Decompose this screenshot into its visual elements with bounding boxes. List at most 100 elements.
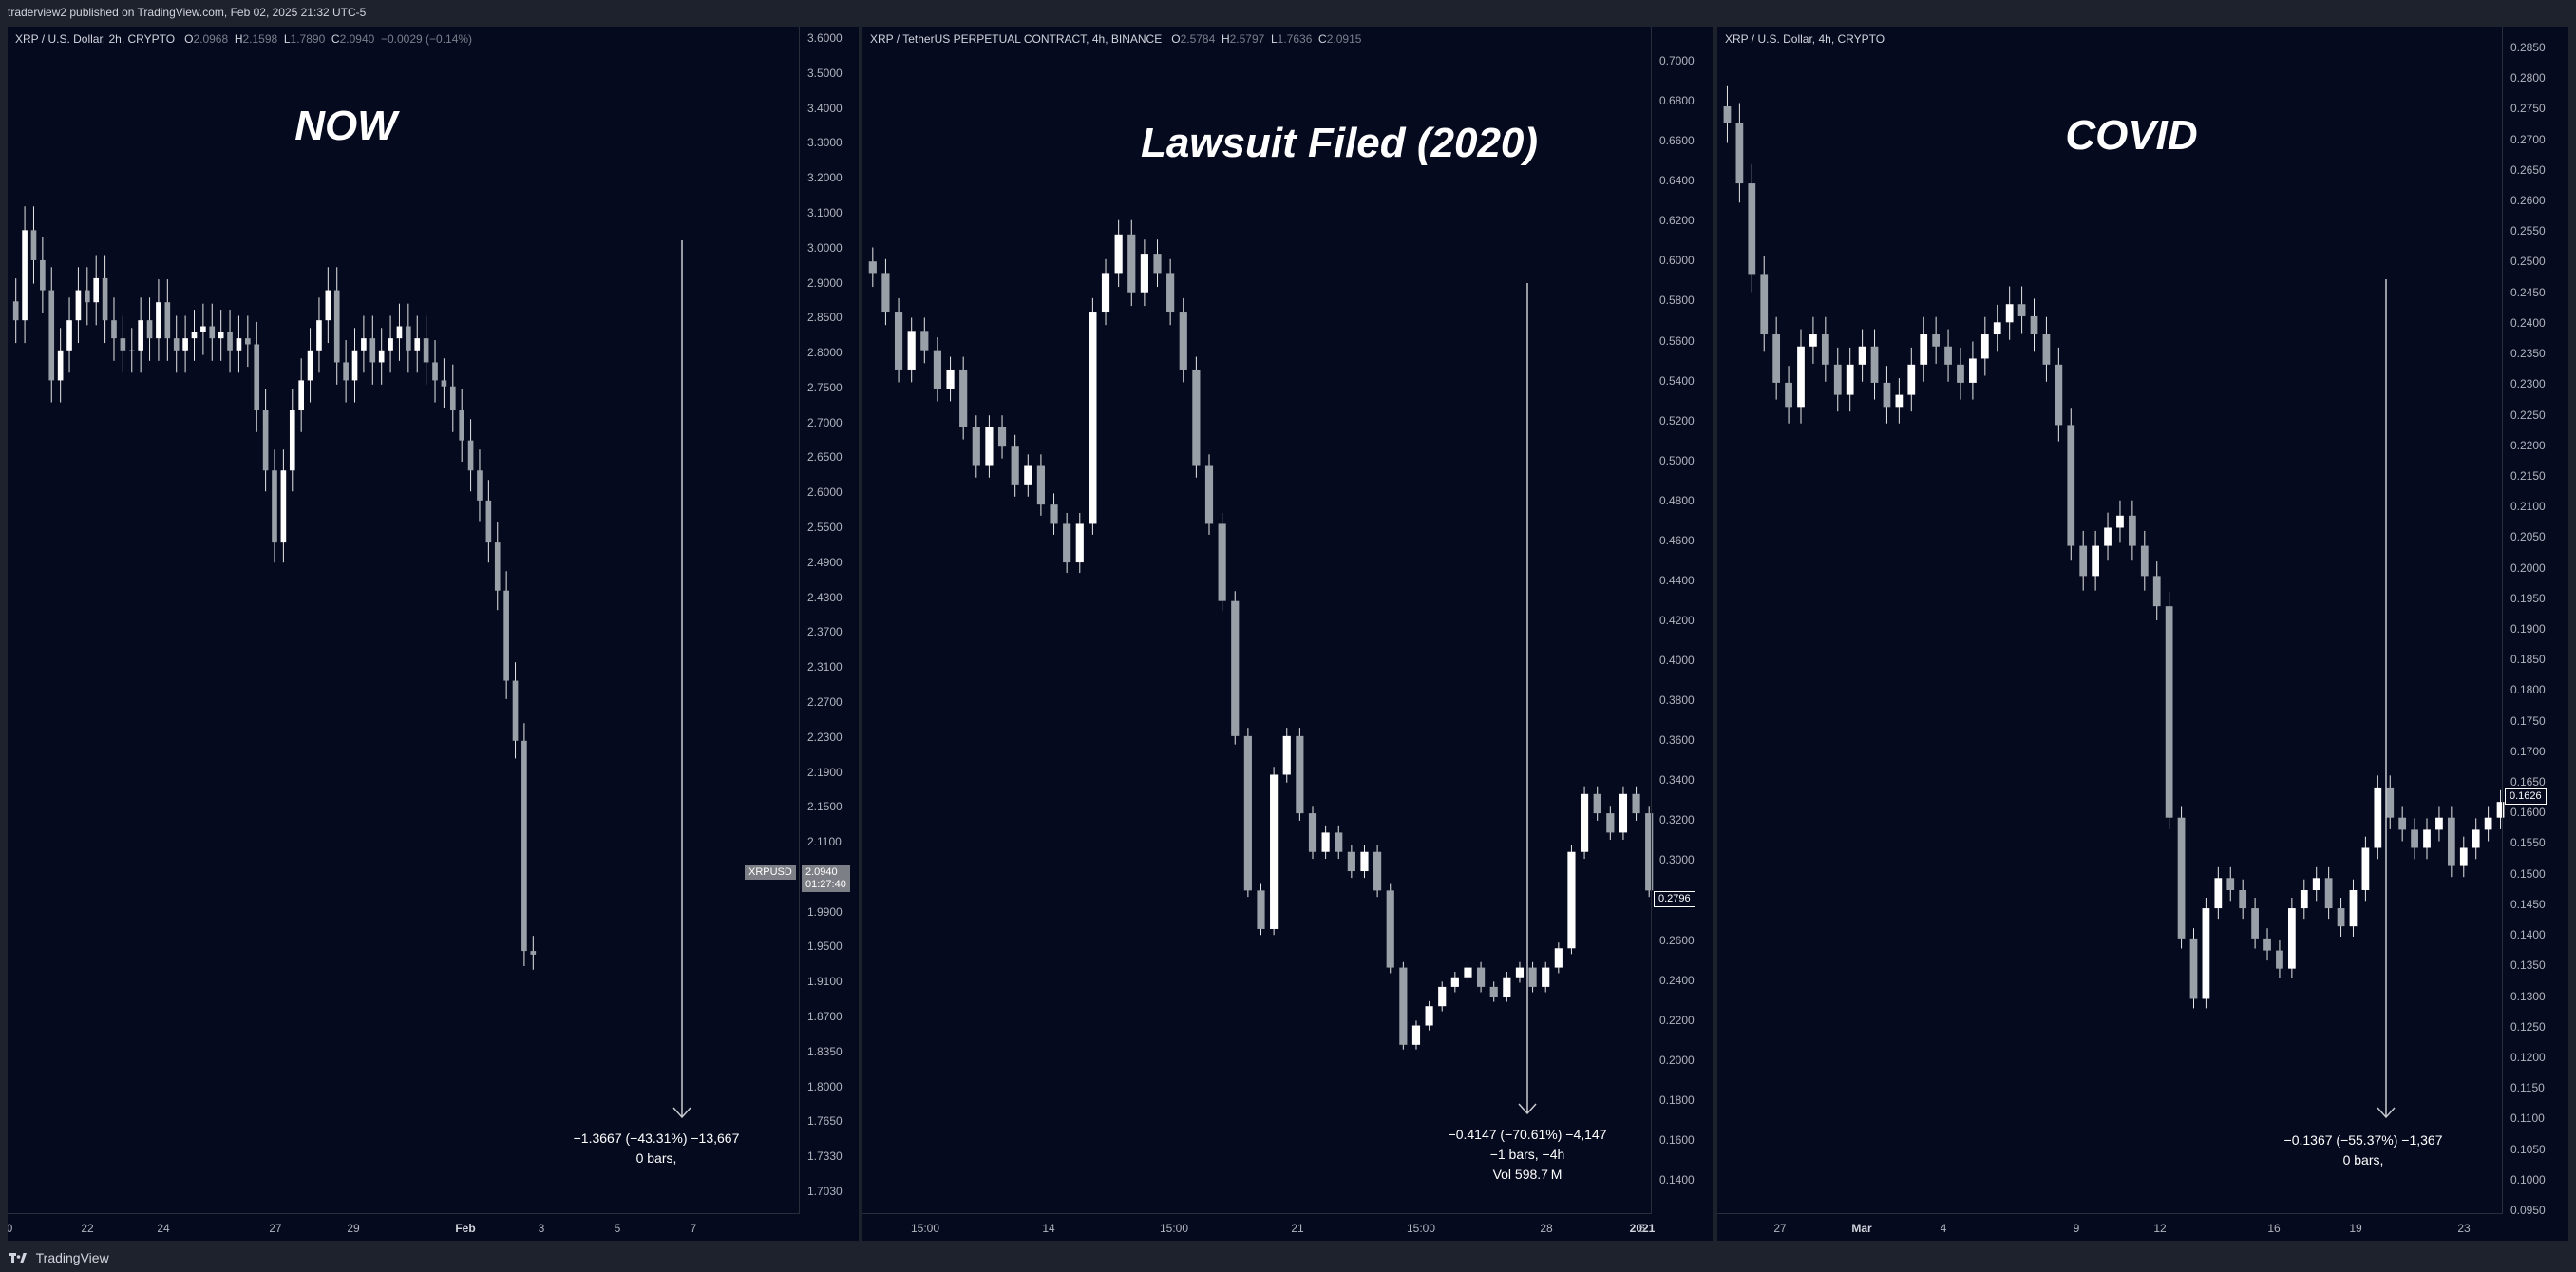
price-tick-label: 2.8500	[807, 311, 843, 325]
time-tick-label: 27	[269, 1222, 282, 1235]
candle-body	[1833, 364, 1842, 395]
candle-body	[1606, 813, 1615, 833]
candle-body	[1846, 364, 1854, 395]
candle-body	[530, 951, 537, 955]
price-tick-label: 2.2700	[807, 694, 843, 709]
candle-body	[316, 320, 322, 351]
price-tick-label: 0.2850	[2510, 41, 2546, 54]
chart-panel-now[interactable]: XRP / U.S. Dollar, 2h, CRYPTO O2.0968 H2…	[8, 27, 859, 1241]
candle-body	[1204, 465, 1214, 524]
candle-body	[2152, 576, 2161, 607]
candle-body	[1554, 948, 1563, 968]
candle-body	[209, 326, 216, 339]
price-tick-label: 0.1400	[2510, 928, 2546, 942]
footer-brand[interactable]: TradingView	[35, 1250, 109, 1265]
candle-body	[1619, 793, 1628, 833]
price-tick-label: 3.4000	[807, 101, 843, 115]
candle-body	[191, 332, 198, 339]
price-tick-label: 3.6000	[807, 31, 843, 45]
candle-body	[441, 380, 447, 387]
price-tick-label: 0.1950	[2510, 591, 2546, 605]
candle-body	[2017, 304, 2026, 316]
time-tick-label: 7	[690, 1222, 697, 1235]
chart-panel-covid[interactable]: XRP / U.S. Dollar, 4h, CRYPTO COVID 0.28…	[1717, 27, 2568, 1241]
candle-body	[1360, 851, 1369, 872]
candle-body	[1748, 183, 1756, 275]
candle-body	[1063, 523, 1071, 563]
time-axis[interactable]: 27 Mar 4 9 12 16 19 23	[1717, 1213, 2503, 1241]
candle-body	[1580, 793, 1589, 852]
last-price-tag: 2.0940 01:27:40	[802, 865, 850, 892]
candle-body	[2398, 817, 2407, 830]
symbol-legend[interactable]: XRP / TetherUS PERPETUAL CONTRACT, 4h, B…	[870, 32, 1361, 46]
candle-body	[1153, 254, 1162, 274]
time-tick-label: 15:00	[1406, 1222, 1436, 1235]
candle-body	[22, 230, 28, 321]
open-label: O	[184, 32, 194, 46]
price-tick-label: 2.8000	[807, 346, 843, 360]
candle-body	[2092, 545, 2099, 577]
price-tick-label: 0.3200	[1659, 813, 1695, 827]
candle-body	[2447, 817, 2455, 866]
price-tick-label: 0.2400	[2510, 315, 2546, 330]
candle-body	[1450, 977, 1459, 987]
chart-plot-area[interactable]	[1717, 27, 2568, 1241]
chart-plot-area[interactable]	[8, 27, 859, 1241]
candle-body	[1425, 1006, 1433, 1026]
price-tick-label: 0.3000	[1659, 853, 1695, 867]
measure-line-1: −1.3667 (−43.31%) −13,667	[573, 1130, 740, 1146]
candle-body	[432, 362, 438, 381]
symbol-legend[interactable]: XRP / U.S. Dollar, 4h, CRYPTO	[1725, 32, 1885, 46]
candle-body	[298, 380, 304, 411]
measure-line-1: −0.1367 (−55.37%) −1,367	[2283, 1132, 2443, 1148]
candle-body	[1895, 394, 1904, 408]
time-axis[interactable]: 0 22 24 27 29 Feb 3 5 7	[8, 1213, 800, 1241]
arrow-down-icon	[1518, 1103, 1537, 1115]
candle-body	[2079, 545, 2088, 577]
time-axis[interactable]: 15:00 14 15:00 21 15:00 28 2021 5	[862, 1213, 1655, 1241]
price-tick-label: 2.7000	[807, 415, 843, 429]
low-value: 1.7636	[1277, 32, 1313, 46]
candle-body	[503, 590, 509, 681]
time-tick-label: 15:00	[1159, 1222, 1189, 1235]
symbol-legend[interactable]: XRP / U.S. Dollar, 2h, CRYPTO O2.0968 H2…	[15, 32, 472, 46]
price-axis[interactable]: 0.2850 0.2800 0.2750 0.2700 0.2650 0.2600 0.25…	[2502, 27, 2568, 1217]
price-tick-label: 0.1000	[2510, 1172, 2546, 1187]
price-tick-label: 0.5800	[1659, 294, 1695, 308]
chart-plot-area[interactable]	[862, 27, 1713, 1241]
candle-body	[2251, 908, 2259, 939]
candle-body	[1957, 364, 1964, 383]
high-label: H	[234, 32, 243, 46]
candle-body	[12, 301, 19, 321]
candle-body	[1050, 504, 1058, 524]
price-tick-label: 0.2750	[2510, 102, 2546, 116]
price-axis[interactable]: 3.6000 3.5000 3.4000 3.3000 3.2000 3.1000 3.00…	[799, 27, 859, 1214]
price-tick-label: 2.6500	[807, 450, 843, 465]
candle-body	[477, 470, 483, 501]
price-tick-label: 0.2500	[2510, 255, 2546, 269]
price-tick-label: 0.1550	[2510, 836, 2546, 850]
last-price-tag: 0.2796	[1654, 891, 1695, 907]
candle-body	[351, 350, 358, 381]
chart-panel-lawsuit[interactable]: XRP / TetherUS PERPETUAL CONTRACT, 4h, B…	[862, 27, 1713, 1241]
candle-body	[48, 290, 55, 381]
candle-body	[2263, 938, 2271, 951]
candle-body	[2349, 890, 2358, 927]
candle-body	[2374, 787, 2382, 848]
candle-body	[1821, 334, 1829, 365]
time-tick-label: Feb	[455, 1222, 476, 1235]
price-tick-label: 0.1050	[2510, 1142, 2546, 1156]
candle-body	[2386, 787, 2395, 818]
candle-body	[1127, 234, 1136, 293]
candle-body	[2104, 527, 2112, 546]
candle-body	[218, 332, 224, 339]
last-price: 2.0940	[805, 866, 838, 878]
price-tick-label: 0.3400	[1659, 773, 1695, 788]
price-axis[interactable]: 0.7000 0.6800 0.6600 0.6400 0.6200 0.6000 0.58…	[1651, 27, 1713, 1214]
price-tick-label: 0.1850	[2510, 653, 2546, 667]
candle-body	[2030, 315, 2038, 335]
price-tick-label: 0.1100	[2510, 1111, 2545, 1126]
candle-body	[1785, 382, 1792, 408]
candle-body	[280, 470, 287, 543]
symbol-name: XRP / TetherUS PERPETUAL CONTRACT, 4h, B…	[870, 32, 1163, 46]
